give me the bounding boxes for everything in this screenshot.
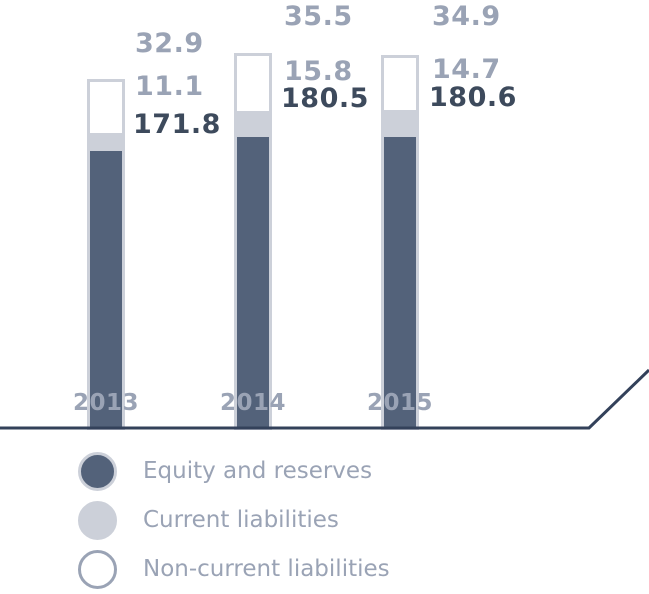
bar-stack-2014[interactable] bbox=[234, 53, 272, 430]
value-label-noncurrent-2013: 32.9 bbox=[135, 28, 204, 59]
value-label-current-2013: 11.1 bbox=[135, 71, 204, 102]
value-label-noncurrent-2014: 35.5 bbox=[284, 1, 353, 32]
bar-segment-equity-2014[interactable] bbox=[234, 137, 272, 430]
bar-segment-noncurrent-2013[interactable] bbox=[87, 79, 125, 133]
legend-swatch-outline-circle-icon bbox=[78, 550, 117, 589]
value-label-equity-2013: 171.8 bbox=[133, 109, 221, 140]
value-label-noncurrent-2015: 34.9 bbox=[432, 1, 501, 32]
legend-item-noncurrent[interactable]: Non-current liabilities bbox=[78, 545, 578, 594]
legend-label-noncurrent: Non-current liabilities bbox=[143, 556, 390, 582]
bar-segment-current-2015[interactable] bbox=[381, 110, 419, 137]
bar-stack-2013[interactable] bbox=[87, 79, 125, 430]
legend-item-current[interactable]: Current liabilities bbox=[78, 496, 578, 545]
category-label-2013: 2013 bbox=[72, 390, 139, 416]
chart-legend: Equity and reserves Current liabilities … bbox=[78, 447, 578, 594]
bar-segment-noncurrent-2014[interactable] bbox=[234, 53, 272, 111]
bar-segment-noncurrent-2015[interactable] bbox=[381, 55, 419, 110]
legend-swatch-filled-dark-circle-icon bbox=[78, 452, 117, 491]
bar-segment-current-2013[interactable] bbox=[87, 133, 125, 151]
legend-label-equity: Equity and reserves bbox=[143, 458, 373, 484]
value-label-current-2014: 15.8 bbox=[284, 56, 353, 87]
value-label-equity-2014: 180.5 bbox=[281, 83, 369, 114]
bar-segment-current-2014[interactable] bbox=[234, 111, 272, 137]
plot-area: 32.9 11.1 171.8 2013 35.5 15.8 180.5 201… bbox=[72, 1, 517, 430]
legend-item-equity[interactable]: Equity and reserves bbox=[78, 447, 578, 496]
category-label-2014: 2014 bbox=[219, 390, 286, 416]
bar-segment-equity-2013[interactable] bbox=[87, 151, 125, 430]
legend-swatch-filled-light-circle-icon bbox=[78, 501, 117, 540]
value-label-equity-2015: 180.6 bbox=[429, 82, 517, 113]
legend-label-current: Current liabilities bbox=[143, 507, 339, 533]
bar-stack-2015[interactable] bbox=[381, 55, 419, 430]
category-label-2015: 2015 bbox=[366, 390, 433, 416]
bar-segment-equity-2015[interactable] bbox=[381, 137, 419, 430]
value-label-current-2015: 14.7 bbox=[432, 54, 501, 85]
